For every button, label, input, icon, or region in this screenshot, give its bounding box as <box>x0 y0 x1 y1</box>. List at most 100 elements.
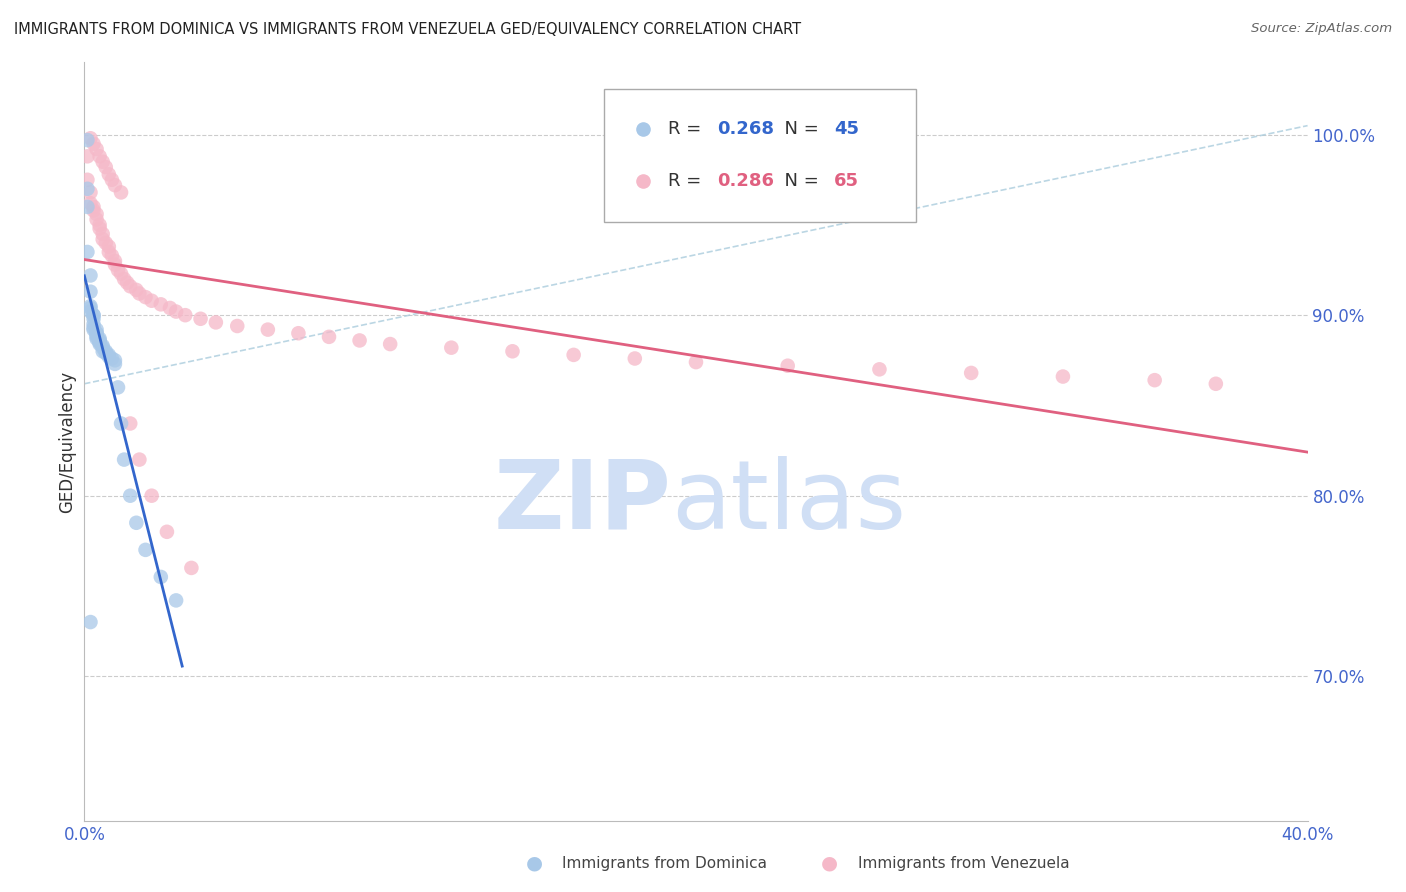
Point <box>89 335 111 350</box>
Y-axis label: GED/Equivalency: GED/Equivalency <box>58 370 76 513</box>
Text: 45: 45 <box>834 120 859 138</box>
Text: Immigrants from Dominica: Immigrants from Dominica <box>562 856 768 871</box>
Point <box>89 332 111 346</box>
Point <box>104 353 127 368</box>
Point <box>86 142 108 156</box>
Text: ZIP: ZIP <box>494 456 672 549</box>
Point <box>1205 376 1227 391</box>
Text: 0.268: 0.268 <box>717 120 773 138</box>
Point <box>97 239 120 253</box>
Point <box>91 339 114 353</box>
Point <box>83 323 105 337</box>
Point <box>776 359 799 373</box>
Point <box>86 330 108 344</box>
Text: Source: ZipAtlas.com: Source: ZipAtlas.com <box>1251 22 1392 36</box>
Point <box>94 344 117 359</box>
Point <box>502 344 524 359</box>
Point <box>174 308 197 322</box>
Point <box>94 160 117 174</box>
Point <box>101 249 124 263</box>
Point <box>83 136 105 151</box>
Point <box>440 341 463 355</box>
Point <box>83 317 105 331</box>
Point <box>205 315 228 329</box>
Point <box>141 293 163 308</box>
Point <box>83 200 105 214</box>
Point <box>86 332 108 346</box>
Point <box>156 524 179 539</box>
Point <box>89 337 111 351</box>
Point <box>94 346 117 360</box>
Point <box>86 328 108 343</box>
Point <box>380 337 402 351</box>
Point <box>76 182 98 196</box>
Point <box>135 542 157 557</box>
Point <box>104 357 127 371</box>
Point <box>107 263 129 277</box>
Text: R =: R = <box>668 120 707 138</box>
Point <box>83 311 105 326</box>
Point <box>83 320 105 334</box>
Point <box>128 286 150 301</box>
Text: 65: 65 <box>834 172 859 190</box>
Point <box>869 362 891 376</box>
Point <box>91 232 114 246</box>
Point <box>165 304 187 318</box>
Point <box>120 417 142 431</box>
Text: N =: N = <box>773 120 824 138</box>
Point <box>159 301 181 315</box>
Text: ●: ● <box>526 854 543 873</box>
Point <box>86 207 108 221</box>
Point <box>149 570 172 584</box>
Point <box>318 330 340 344</box>
Point <box>180 561 202 575</box>
FancyBboxPatch shape <box>605 89 917 221</box>
Text: N =: N = <box>773 172 824 190</box>
Point <box>89 218 111 232</box>
Point <box>101 351 124 366</box>
Point <box>79 299 101 313</box>
Point <box>91 344 114 359</box>
Point <box>165 593 187 607</box>
Point <box>125 283 148 297</box>
Point <box>125 516 148 530</box>
Point <box>135 290 157 304</box>
Point <box>120 279 142 293</box>
Point <box>83 308 105 322</box>
Point <box>115 276 138 290</box>
Point <box>79 131 101 145</box>
Point <box>79 186 101 200</box>
Point <box>79 285 101 299</box>
Point <box>86 326 108 341</box>
Point <box>112 272 135 286</box>
Point <box>104 254 127 268</box>
Point <box>107 380 129 394</box>
Point <box>94 235 117 250</box>
Point <box>257 323 280 337</box>
Point <box>79 304 101 318</box>
Point <box>110 267 132 281</box>
Point <box>86 326 108 341</box>
Point <box>226 318 249 333</box>
Point <box>89 334 111 348</box>
Point <box>104 258 127 272</box>
Point <box>624 351 647 366</box>
Point <box>97 348 120 362</box>
Point <box>76 244 98 259</box>
Point <box>89 149 111 163</box>
Point <box>1143 373 1166 387</box>
Point <box>91 227 114 241</box>
Point <box>287 326 309 341</box>
Text: Immigrants from Venezuela: Immigrants from Venezuela <box>858 856 1070 871</box>
Text: 0.286: 0.286 <box>717 172 773 190</box>
Point <box>86 212 108 227</box>
Point <box>110 186 132 200</box>
Text: atlas: atlas <box>672 456 907 549</box>
Point <box>120 489 142 503</box>
Point <box>960 366 983 380</box>
Point <box>91 154 114 169</box>
Text: R =: R = <box>668 172 707 190</box>
Point <box>128 452 150 467</box>
Point <box>76 149 98 163</box>
Point <box>141 489 163 503</box>
